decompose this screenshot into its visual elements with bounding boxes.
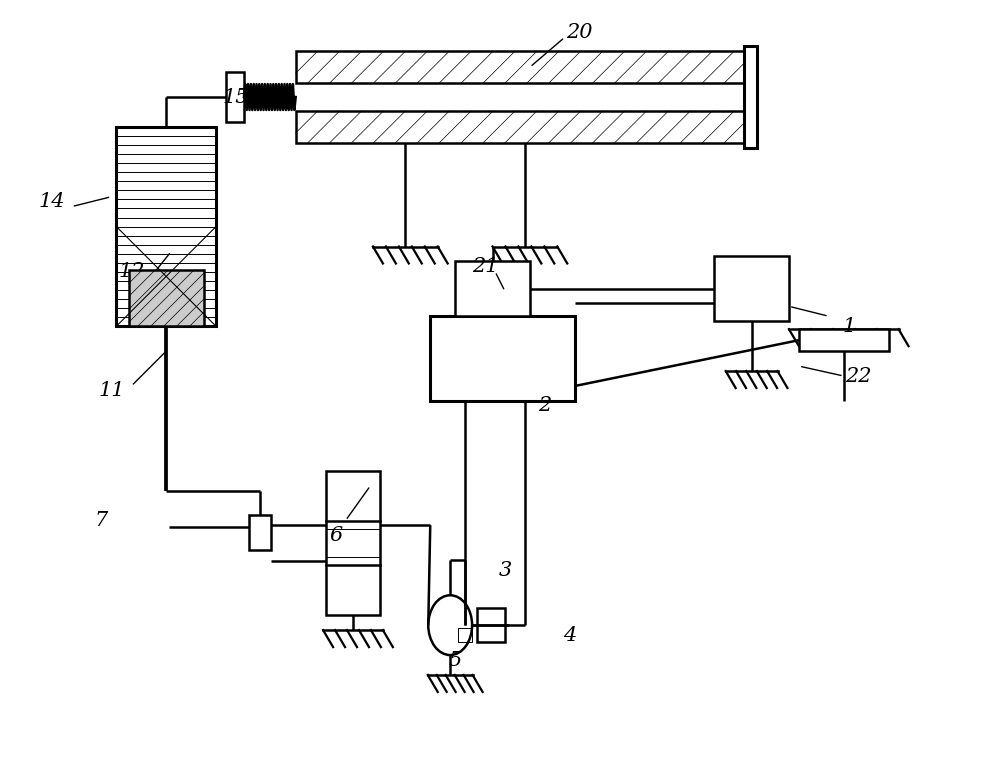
Text: 2: 2 [538,397,551,415]
Bar [714,256,789,321]
Text: 14: 14 [38,192,65,211]
Text: 6: 6 [329,526,342,545]
Text: 3: 3 [498,561,512,580]
Bar [458,628,472,642]
Bar [296,52,744,83]
Bar [744,46,757,148]
Text: 1: 1 [842,317,855,336]
Text: 4: 4 [563,626,576,644]
Bar [116,127,216,326]
Bar [226,72,244,122]
Text: 5: 5 [449,651,462,669]
Text: 22: 22 [845,366,872,386]
Text: 15: 15 [223,87,249,106]
Text: 21: 21 [472,257,498,276]
Text: 12: 12 [118,262,145,281]
Bar [799,330,889,351]
Bar [249,515,271,550]
Bar [430,316,575,401]
Bar [326,471,380,615]
Text: 11: 11 [98,381,125,401]
Text: 7: 7 [95,511,108,530]
Bar [129,270,204,326]
Bar [296,111,744,143]
Bar [455,262,530,316]
Text: 20: 20 [566,23,593,41]
Bar [477,608,505,642]
